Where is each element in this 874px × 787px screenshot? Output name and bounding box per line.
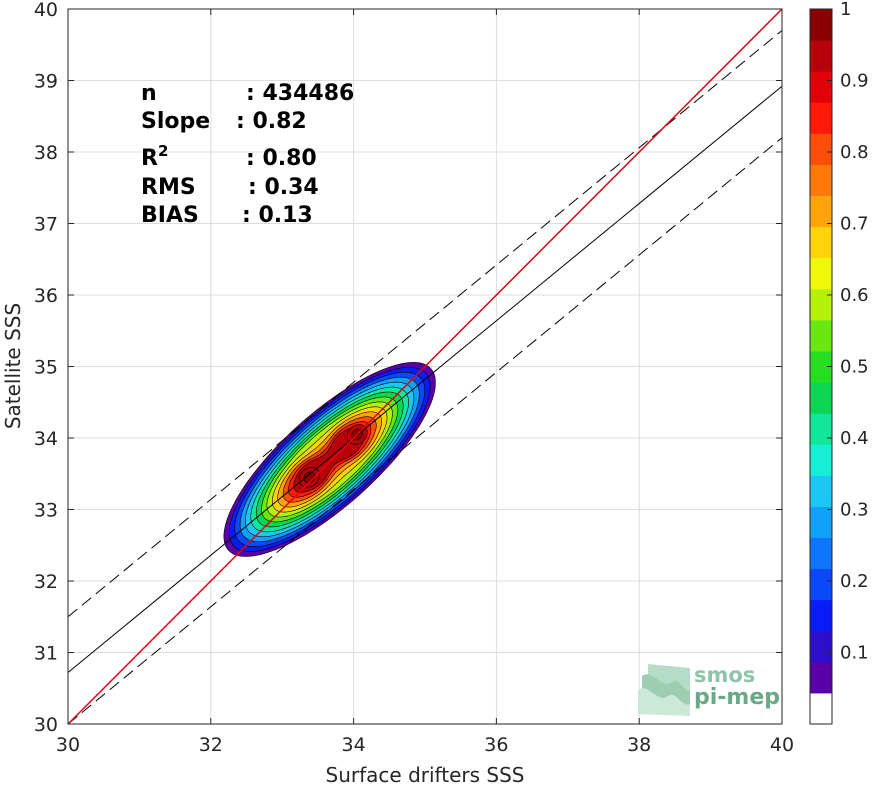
colorbar-segment: [810, 319, 832, 352]
y-axis-label: Satellite SSS: [1, 303, 25, 429]
x-tick-label: 32: [199, 734, 223, 756]
x-axis: 30 32 34 36 38 40: [56, 9, 794, 756]
colorbar-tick-label: 0.9: [840, 71, 869, 92]
reference-lines: [68, 9, 782, 724]
colorbar-segment: [810, 475, 832, 507]
smos-pi-mep-logo: smos pi-mep: [638, 663, 780, 716]
colorbar-segment: [810, 506, 832, 538]
x-tick-label: 34: [342, 734, 366, 756]
y-tick-label: 33: [34, 500, 58, 522]
colorbar-segment: [810, 133, 832, 165]
x-tick-label: 30: [56, 734, 80, 756]
grid: [67, 8, 783, 725]
colorbar-segment: [810, 692, 832, 725]
colorbar-segment: [810, 195, 832, 228]
stat-value-4: : 0.13: [242, 203, 313, 228]
colorbar-segment: [810, 102, 832, 134]
colorbar-segment: [810, 661, 832, 694]
y-tick-label: 34: [34, 428, 58, 450]
colorbar-segment: [810, 288, 832, 321]
stat-sup: 2: [158, 142, 168, 160]
logo-waves-icon: [638, 664, 690, 716]
x-tick-label: 36: [484, 734, 508, 756]
stat-value-0: : 434486: [246, 81, 354, 106]
colorbar-tick-label: 0.7: [840, 214, 869, 235]
regression-line: [68, 85, 782, 673]
y-tick-label: 30: [34, 714, 58, 736]
colorbar: 0.1 0.2 0.3 0.4 0.5 0.6 0.7 0.8 0.9 1: [809, 0, 869, 725]
x-tick-label: 38: [627, 734, 651, 756]
lower-bound-line: [68, 137, 782, 724]
stat-value-2: : 0.80: [246, 146, 317, 171]
colorbar-segment: [810, 630, 832, 663]
colorbar-tick-label: 0.3: [840, 500, 869, 521]
colorbar-segment: [810, 568, 832, 601]
colorbar-segment: [810, 71, 832, 103]
colorbar-segment: [810, 164, 832, 197]
colorbar-segment: [810, 350, 832, 383]
y-tick-label: 31: [34, 643, 58, 665]
y-axis: 30 31 32 33 34 35 36 37 38 39 40: [34, 0, 782, 736]
stat-label-3: RMS: [141, 175, 196, 200]
y-tick-label: 36: [34, 285, 58, 307]
stat-label-1: Slope: [141, 109, 210, 134]
y-tick-label: 32: [34, 571, 58, 593]
colorbar-tick-label: 1: [840, 0, 851, 20]
colorbar-segment: [810, 257, 832, 290]
stat-value-3: : 0.34: [248, 175, 319, 200]
colorbar-tick-label: 0.1: [840, 643, 869, 664]
colorbar-segment: [810, 444, 832, 476]
y-tick-label: 38: [34, 142, 58, 164]
x-axis-label: Surface drifters SSS: [326, 763, 525, 787]
colorbar-segment: [810, 599, 832, 632]
colorbar-segment: [810, 537, 832, 570]
y-tick-label: 40: [34, 0, 58, 21]
colorbar-segment: [810, 9, 832, 41]
upper-bound-line: [68, 30, 782, 618]
colorbar-tick-label: 0.6: [840, 285, 869, 306]
y-tick-label: 39: [34, 71, 58, 93]
stat-label-0: n: [141, 81, 157, 106]
y-tick-label: 35: [34, 357, 58, 379]
logo-line1: smos: [694, 663, 755, 687]
colorbar-tick-label: 0.2: [840, 571, 869, 592]
logo-line2: pi-mep: [694, 685, 780, 710]
x-tick-label: 40: [770, 734, 794, 756]
colorbar-segment: [810, 40, 832, 72]
colorbar-tick-label: 0.5: [840, 357, 869, 378]
colorbar-tick-label: 0.4: [840, 428, 869, 449]
identity-line: [68, 9, 782, 724]
stat-label-4: BIAS: [141, 203, 199, 228]
y-tick-label: 37: [34, 214, 58, 236]
colorbar-segment: [810, 413, 832, 445]
colorbar-segment: [810, 226, 832, 259]
colorbar-segment: [810, 382, 832, 414]
colorbar-tick-label: 0.8: [840, 142, 869, 163]
stat-value-1: : 0.82: [236, 109, 307, 134]
